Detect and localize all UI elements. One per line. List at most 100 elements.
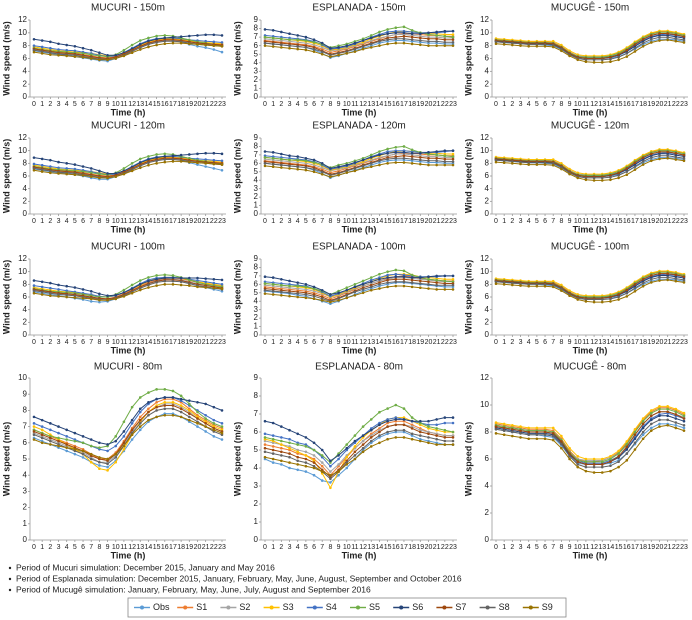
point	[49, 165, 52, 168]
point	[337, 454, 340, 457]
point	[625, 440, 629, 443]
series-line	[264, 417, 453, 462]
point	[329, 461, 332, 464]
x-tick-label: 23	[218, 339, 226, 346]
point	[502, 41, 506, 44]
point	[435, 274, 438, 278]
point	[81, 452, 85, 456]
x-tick-label: 22	[210, 101, 218, 108]
point	[196, 34, 199, 37]
point	[337, 463, 340, 466]
point	[188, 418, 191, 422]
x-tick-label: 0	[263, 339, 267, 346]
point	[212, 167, 216, 170]
point	[658, 414, 661, 418]
point	[130, 169, 134, 173]
x-tick-label: 2	[48, 544, 52, 551]
point	[65, 428, 68, 432]
point	[511, 434, 514, 438]
point	[609, 464, 612, 468]
point	[288, 284, 291, 288]
point	[435, 427, 438, 430]
point	[410, 273, 414, 277]
series-line	[495, 271, 685, 298]
x-tick-label: 22	[672, 544, 680, 551]
point	[179, 410, 183, 414]
point	[568, 446, 571, 450]
point	[155, 43, 158, 47]
x-tick-label: 16	[161, 339, 169, 346]
legend-label: S8	[499, 602, 510, 612]
point	[674, 423, 678, 427]
point	[519, 429, 522, 432]
point	[138, 48, 142, 51]
point	[32, 169, 36, 172]
point	[402, 269, 406, 273]
series-line	[495, 276, 685, 300]
x-tick-label: 1	[40, 101, 44, 108]
x-tick-label: 6	[312, 218, 316, 225]
point	[427, 163, 430, 167]
x-tick-label: 14	[145, 544, 153, 551]
point	[40, 52, 44, 55]
x-tick-label: 8	[559, 218, 563, 225]
x-tick-label: 5	[73, 544, 77, 551]
point	[666, 152, 669, 156]
point	[394, 145, 398, 149]
y-tick-label: 2	[485, 317, 490, 326]
point	[280, 439, 283, 443]
point	[114, 172, 118, 175]
x-tick-label: 19	[185, 101, 193, 108]
chart-title: MUCURI - 80m	[94, 362, 162, 373]
point	[304, 457, 308, 461]
point	[296, 38, 299, 41]
legend-marker	[226, 605, 231, 610]
point	[271, 289, 275, 293]
point	[49, 169, 52, 173]
point	[410, 434, 414, 437]
point	[369, 445, 373, 448]
point	[410, 148, 414, 152]
point	[674, 426, 678, 430]
point	[280, 463, 283, 466]
y-tick-label: 6	[254, 41, 259, 50]
point	[443, 443, 447, 446]
point	[163, 413, 167, 417]
point	[511, 423, 514, 427]
point	[576, 455, 580, 458]
point	[609, 295, 612, 299]
x-tick-label: 20	[656, 218, 664, 225]
point	[147, 401, 150, 404]
point	[130, 438, 134, 441]
point	[576, 298, 580, 301]
x-tick-label: 16	[392, 101, 400, 108]
point	[196, 163, 199, 166]
point	[451, 40, 455, 44]
x-tick-label: 18	[408, 218, 416, 225]
x-tick-label: 17	[400, 218, 408, 225]
point	[443, 44, 447, 47]
legend-marker	[356, 605, 360, 610]
x-tick-label: 4	[65, 339, 69, 346]
point	[98, 460, 101, 464]
point	[179, 153, 183, 157]
x-tick-label: 5	[535, 101, 539, 108]
x-tick-label: 7	[89, 101, 93, 108]
point	[427, 151, 430, 154]
point	[263, 437, 267, 441]
x-tick-label: 2	[48, 218, 52, 225]
x-tick-label: 10	[343, 218, 351, 225]
point	[40, 285, 44, 289]
point	[617, 298, 620, 301]
point	[650, 159, 653, 163]
series-line	[33, 34, 223, 56]
note-bullet	[8, 566, 12, 570]
point	[138, 43, 142, 46]
series-line	[33, 414, 223, 460]
point	[122, 291, 126, 294]
point	[427, 432, 430, 436]
point	[419, 162, 422, 166]
x-tick-label: 19	[647, 544, 655, 551]
point	[427, 31, 430, 35]
series-line	[495, 411, 685, 465]
